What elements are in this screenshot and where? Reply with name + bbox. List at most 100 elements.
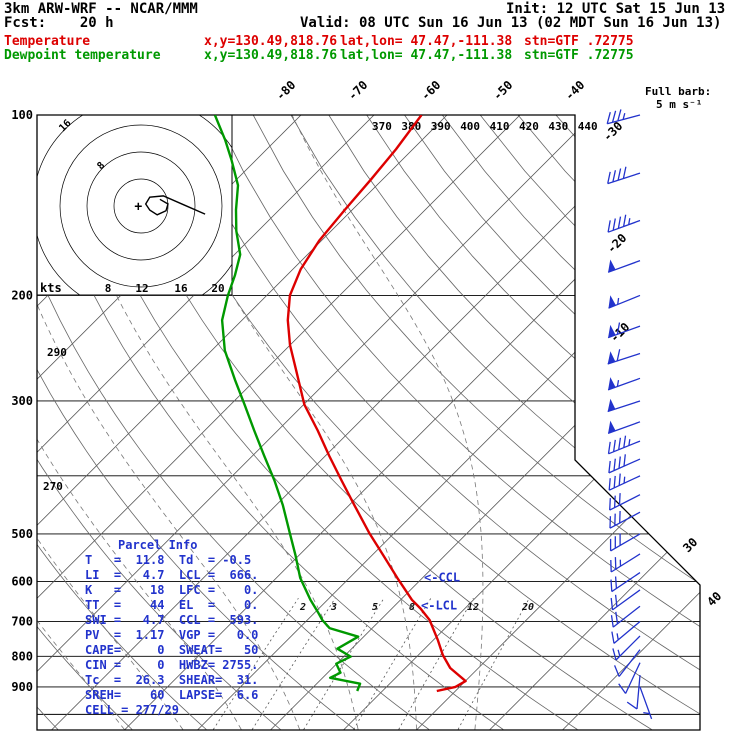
right-isotherm-label: 40 <box>704 589 724 609</box>
wind-barb <box>610 589 641 611</box>
wind-barb <box>609 510 641 529</box>
parcel-info-line: PV = 1.17 VGP = 0.0 <box>85 628 259 642</box>
parcel-info-title: Parcel Info <box>118 538 198 552</box>
moist-adiabat-line <box>37 115 301 730</box>
dry-adiabat-line <box>517 115 700 730</box>
wind-barb <box>609 493 641 511</box>
wind-barb <box>608 454 641 474</box>
mixing-ratio-line <box>398 597 474 730</box>
mixing-ratio-label: 12 <box>467 602 479 613</box>
mixing-ratio-label: 5 <box>372 602 378 613</box>
mixing-ratio-label: 2 <box>299 602 306 613</box>
isotherm-line <box>37 115 521 730</box>
mixing-ratio-label: 8 <box>409 602 415 613</box>
hodograph-panel <box>37 115 232 295</box>
wind-barb <box>607 435 641 455</box>
parcel-info-line: K = 18 LFC = 0. <box>85 583 259 597</box>
hodograph-trace <box>144 195 206 216</box>
wind-barb <box>610 553 641 573</box>
valid-time: Valid: 08 UTC Sun 16 Jun 13 (02 MDT Sun … <box>300 15 722 31</box>
hodograph-scale-label: 16 <box>174 282 188 295</box>
temperature-xy: x,y=130.49,818.76 <box>204 34 338 49</box>
isotherm-line <box>37 115 448 730</box>
pressure-tick-label: 600 <box>11 574 33 588</box>
wind-barb <box>607 214 641 233</box>
hodograph-scale-label: 20 <box>211 282 224 295</box>
barb-legend-title: Full barb: <box>645 85 712 98</box>
right-isotherm-label: 30 <box>680 535 700 555</box>
isotherm-line <box>37 115 594 730</box>
hodograph-scale-label: 8 <box>105 282 112 295</box>
isotherm-line <box>197 115 700 730</box>
dewpoint-curve <box>213 115 362 692</box>
mixing-ratio-label: 20 <box>521 602 534 613</box>
wind-barb <box>611 621 641 644</box>
moist-adiabat-line <box>37 115 242 730</box>
hodograph-scale-label: 12 <box>135 282 148 295</box>
wind-barb-column <box>606 109 653 720</box>
isotherm-line <box>51 115 667 730</box>
dry-adiabat-line <box>101 115 652 730</box>
moist-adiabat-line <box>147 115 417 730</box>
theta-top-label: 430 <box>548 120 568 133</box>
mixing-ratio-line <box>457 598 530 730</box>
temperature-tick-label: -60 <box>418 78 443 103</box>
isotherm-line <box>416 115 700 730</box>
wind-barb <box>613 649 641 677</box>
dry-adiabat-line <box>37 115 207 730</box>
temperature-tick-label: -80 <box>273 78 298 103</box>
isotherm-line <box>562 115 700 730</box>
dry-adiabat-line <box>37 115 504 730</box>
wind-barb <box>610 572 641 593</box>
isotherm-line <box>37 115 375 730</box>
skewt-background <box>37 115 700 730</box>
theta-left-label: 290 <box>47 346 67 359</box>
mixing-ratio-line <box>303 597 385 730</box>
parcel-info-line: SWI = 4.7 CCL = 593. <box>85 613 259 627</box>
wind-barb-flag <box>607 351 616 364</box>
wind-barb-flag <box>608 377 616 390</box>
dry-adiabat-line <box>214 115 700 730</box>
dry-adiabat-line <box>63 115 578 730</box>
moist-adiabat-line <box>291 115 484 730</box>
storm-motion-marker: + <box>134 200 142 215</box>
wind-barb <box>607 260 641 273</box>
chart-frame <box>36 114 701 731</box>
hodograph: + <box>37 115 232 295</box>
wind-barb <box>606 109 641 125</box>
wind-barb <box>607 166 641 185</box>
dewpoint-legend-label: Dewpoint temperature <box>4 48 161 63</box>
wind-barb <box>607 421 641 435</box>
theta-top-label: 410 <box>490 120 510 133</box>
parcel-info-line: LI = 4.7 LCL = 666. <box>85 568 259 582</box>
wind-barb <box>610 605 641 628</box>
wind-barb <box>607 400 641 413</box>
barb-legend-value: 5 m s⁻¹ <box>656 98 703 111</box>
dewpoint-latlon: lat,lon= 47.47,-111.38 <box>340 48 513 63</box>
init-time: Init: 12 UTC Sat 15 Jun 13 <box>506 1 726 17</box>
mixing-ratio-line <box>212 597 299 730</box>
dry-adiabat-line <box>139 115 700 730</box>
dry-adiabat-line <box>366 115 700 730</box>
pressure-tick-label: 500 <box>11 527 33 541</box>
dry-adiabat-line <box>441 115 700 730</box>
pressure-tick-label: 100 <box>11 108 33 122</box>
isotherm-line <box>489 115 700 730</box>
wind-barb <box>607 322 641 339</box>
parcel-info-line: CELL = 277/29 <box>85 703 179 717</box>
dry-adiabat-line <box>37 115 356 730</box>
wind-barb-flag <box>608 324 616 338</box>
parcel-info-panel: Parcel Info T = 11.8 Td = -0.5 LI = 4.7 L… <box>85 538 258 718</box>
wind-barb <box>618 662 641 694</box>
moist-adiabat-line <box>37 115 125 730</box>
parcel-info-line: T = 11.8 Td = -0.5 <box>85 553 252 567</box>
parcel-info-line: Tc = 26.3 SHEAR= 31. <box>85 673 259 687</box>
wind-barb <box>609 533 641 552</box>
theta-top-label: 390 <box>431 120 451 133</box>
theta-left-label: 270 <box>43 480 63 493</box>
wind-barb-flag <box>608 420 616 434</box>
temperature-latlon: lat,lon= 47.47,-111.38 <box>340 34 513 49</box>
theta-top-label: 440 <box>578 120 598 133</box>
parcel-info-line: TT = 44 EL = 0. <box>85 598 259 612</box>
